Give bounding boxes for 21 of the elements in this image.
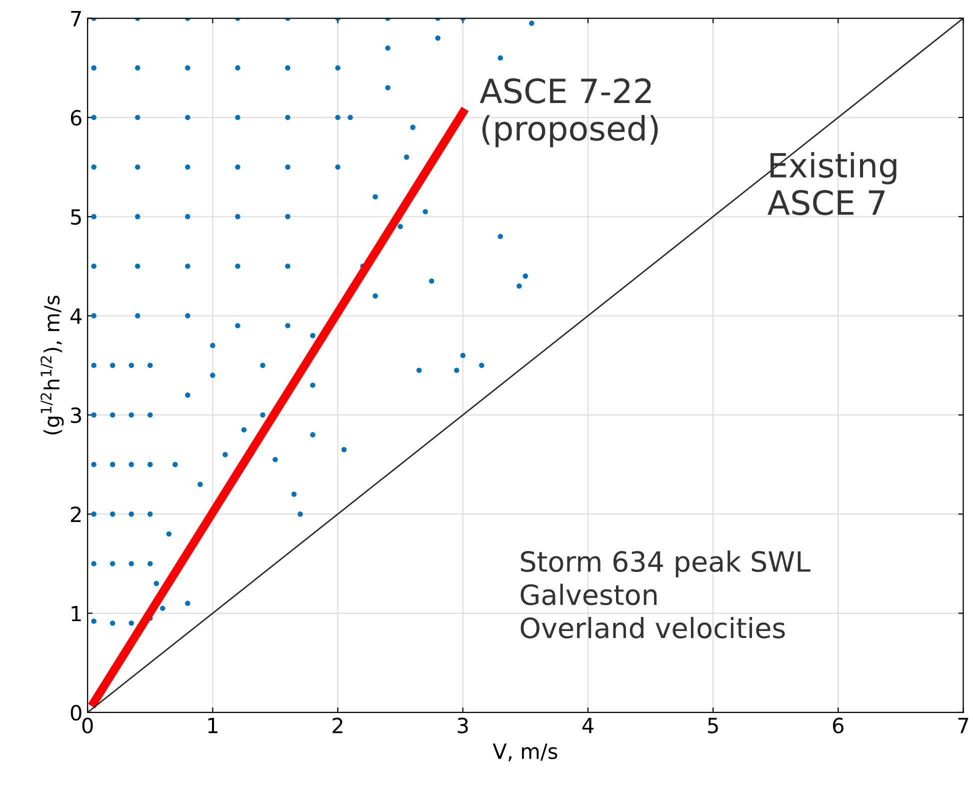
x-tick-label: 5 <box>708 718 718 734</box>
y-tick-label: 4 <box>70 308 82 324</box>
y-tick-label: 5 <box>71 209 81 225</box>
x-tick-label: 6 <box>832 718 844 734</box>
annotation: Storm 634 peak SWL Galveston Overland velocities <box>520 550 810 638</box>
y-axis-title: (g$^{1/2}$h$^{1/2}$), m/s <box>40 296 64 434</box>
x-tick-label: 4 <box>582 718 594 734</box>
x-tick-label: 7 <box>958 718 968 734</box>
x-tick-label: 2 <box>332 718 342 734</box>
annotation: ASCE 7-22 (proposed) <box>480 78 658 148</box>
annotation: Existing ASCE 7 <box>768 152 896 216</box>
y-tick-label: 2 <box>70 506 81 522</box>
x-tick-label: 1 <box>208 718 218 734</box>
y-tick-label: 0 <box>70 704 82 721</box>
y-tick-label: 1 <box>72 606 81 622</box>
y-tick-label: 3 <box>71 407 82 424</box>
y-tick-label: 7 <box>71 11 81 26</box>
x-axis-title: V, m/s <box>492 744 558 762</box>
x-tick-label: 3 <box>458 718 468 734</box>
y-tick-label: 6 <box>70 110 82 126</box>
x-tick-label: 0 <box>82 718 93 734</box>
